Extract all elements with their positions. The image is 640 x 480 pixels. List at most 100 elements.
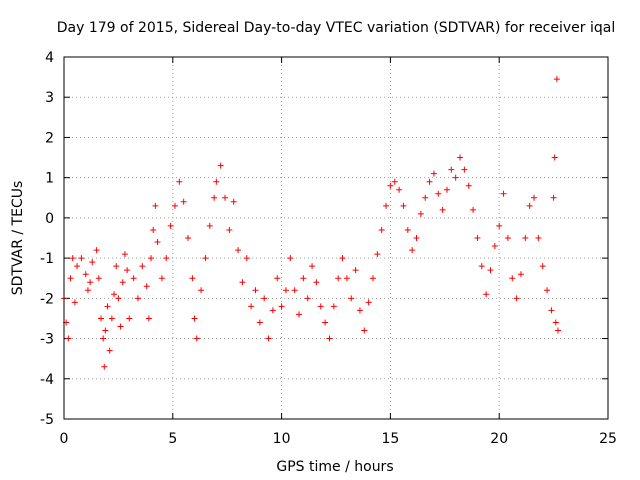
data-point [548, 307, 555, 314]
data-point [69, 255, 76, 262]
data-point [111, 291, 118, 298]
data-point [348, 295, 355, 302]
y-tick-label: 1 [45, 171, 54, 187]
data-point [409, 247, 416, 254]
data-point [554, 327, 561, 334]
data-point [239, 279, 246, 286]
data-point [106, 347, 113, 354]
data-point [104, 303, 111, 310]
data-point [500, 190, 507, 197]
y-tick-label: 2 [45, 130, 54, 146]
data-point [202, 255, 209, 262]
data-point [143, 283, 150, 290]
data-point [261, 295, 268, 302]
data-point [317, 303, 324, 310]
data-point [222, 194, 229, 201]
data-point [553, 76, 560, 83]
data-point [426, 178, 433, 185]
data-point [101, 363, 108, 370]
x-tick-label: 0 [60, 431, 69, 447]
data-point [78, 255, 85, 262]
data-point [291, 287, 298, 294]
data-point [150, 226, 157, 233]
data-point [93, 247, 100, 254]
data-point [108, 315, 115, 322]
y-tick-label: -5 [40, 412, 54, 428]
data-point [89, 259, 96, 266]
data-point [335, 275, 342, 282]
data-point [87, 279, 94, 286]
data-point [217, 162, 224, 169]
data-point [65, 335, 72, 342]
grid [64, 57, 608, 419]
data-point [452, 174, 459, 181]
data-point [313, 279, 320, 286]
data-point [126, 315, 133, 322]
data-point [535, 235, 542, 241]
data-point [400, 202, 407, 209]
data-point [145, 315, 152, 322]
data-point [487, 267, 494, 274]
data-point [352, 267, 359, 274]
x-tick-label: 10 [273, 431, 291, 447]
data-point [134, 295, 141, 302]
data-point [230, 198, 237, 205]
y-tick-label: 4 [45, 50, 54, 66]
data-point [300, 275, 307, 282]
y-axis-label: SDTVAR / TECUs [10, 181, 26, 296]
data-point [152, 202, 159, 209]
data-point [483, 291, 490, 298]
data-point [95, 275, 102, 282]
data-point [130, 275, 137, 282]
y-tick-label: -2 [40, 291, 54, 307]
data-point [296, 311, 303, 318]
data-points [61, 76, 561, 370]
data-point [206, 222, 213, 229]
data-point [213, 178, 220, 185]
data-point [185, 235, 192, 241]
data-point [235, 247, 242, 254]
data-point [243, 255, 250, 262]
axis-ticks: 0 5 10 15 20 25 -5 -4 -3 -2 -1 0 1 2 3 4 [40, 50, 617, 447]
data-point [491, 243, 498, 250]
data-point [343, 275, 350, 282]
data-point [430, 170, 437, 177]
data-point [74, 263, 81, 270]
data-point [326, 335, 333, 342]
data-point [435, 190, 442, 197]
data-point [117, 323, 124, 330]
data-point [100, 335, 107, 342]
data-point [102, 327, 109, 334]
data-point [180, 198, 187, 205]
data-point [513, 295, 520, 302]
data-point [417, 210, 424, 217]
data-point [391, 178, 398, 185]
data-point [167, 222, 174, 229]
data-point [504, 235, 511, 241]
plot-frame [63, 56, 609, 420]
data-point [113, 263, 120, 270]
y-tick-label: -1 [40, 251, 54, 267]
data-point [309, 263, 316, 270]
data-point [465, 182, 472, 189]
y-tick-label: 0 [45, 211, 54, 227]
data-point [383, 202, 390, 209]
data-point [339, 255, 346, 262]
data-point [248, 303, 255, 310]
data-point [374, 251, 381, 258]
data-point [139, 263, 146, 270]
data-point [496, 222, 503, 229]
data-point [413, 235, 420, 241]
data-point [361, 327, 368, 334]
data-point [97, 315, 104, 322]
x-tick-label: 5 [168, 431, 177, 447]
data-point [457, 154, 464, 161]
data-point [176, 178, 183, 185]
chart-title: Day 179 of 2015, Sidereal Day-to-day VTE… [57, 20, 615, 36]
data-point [211, 194, 218, 201]
data-point [551, 154, 558, 161]
data-point [439, 206, 446, 213]
data-point [304, 295, 311, 302]
y-tick-label: 3 [45, 90, 54, 106]
